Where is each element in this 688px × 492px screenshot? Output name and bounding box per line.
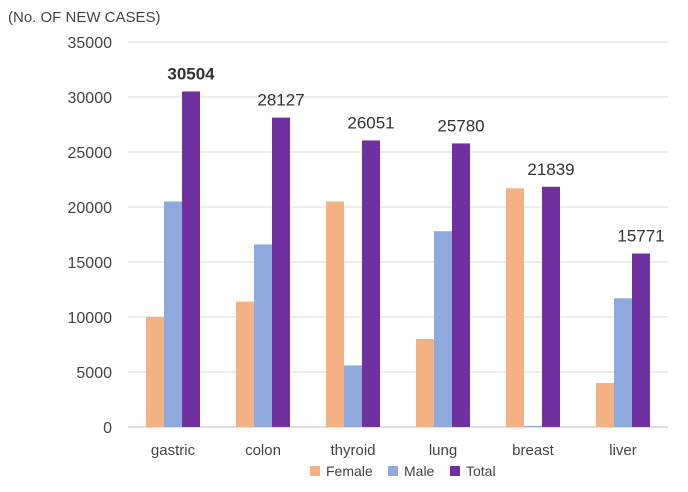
x-tick-label: lung — [429, 442, 457, 459]
y-tick-label: 20000 — [68, 200, 113, 217]
legend-swatch-female — [310, 466, 320, 476]
bar-male-lung — [434, 231, 452, 427]
y-tick-label: 10000 — [68, 310, 113, 327]
y-tick-label: 30000 — [68, 90, 113, 107]
x-tick-label: breast — [512, 442, 555, 459]
bar-female-thyroid — [326, 201, 344, 427]
bar-male-liver — [614, 298, 632, 427]
bar-female-lung — [416, 339, 434, 427]
data-label-gastric: 30504 — [167, 64, 215, 83]
y-axis-title: (No. OF NEW CASES) — [8, 9, 161, 26]
bar-total-colon — [272, 117, 290, 427]
data-label-lung: 25780 — [437, 116, 484, 135]
data-label-breast: 21839 — [527, 160, 574, 179]
x-tick-label: liver — [609, 442, 637, 459]
axes: 0 5000 10000 15000 20000 25000 30000 35000 gastr… — [68, 35, 637, 459]
bar-male-thyroid — [344, 365, 362, 427]
legend-label-female: Female — [326, 463, 373, 479]
y-tick-label: 0 — [103, 420, 112, 437]
legend-label-male: Male — [404, 463, 435, 479]
legend-swatch-male — [388, 466, 398, 476]
bar-female-liver — [596, 383, 614, 427]
bar-total-breast — [542, 186, 560, 427]
bar-female-gastric — [146, 317, 164, 427]
bar-male-breast — [524, 425, 542, 427]
bar-female-colon — [236, 301, 254, 427]
data-labels: 30504 28127 26051 25780 21839 15771 — [167, 64, 664, 245]
legend-label-total: Total — [466, 463, 496, 479]
data-label-thyroid: 26051 — [347, 113, 394, 132]
bars — [146, 91, 650, 428]
x-tick-label: thyroid — [330, 442, 375, 459]
y-tick-label: 5000 — [76, 365, 112, 382]
bar-total-liver — [632, 253, 650, 427]
gridlines — [128, 41, 668, 428]
data-label-liver: 15771 — [617, 227, 664, 246]
y-tick-label: 35000 — [68, 35, 113, 52]
bar-total-thyroid — [362, 140, 380, 427]
legend-swatch-total — [450, 466, 460, 476]
bar-female-breast — [506, 188, 524, 427]
x-tick-label: colon — [245, 442, 281, 459]
x-tick-label: gastric — [151, 442, 196, 459]
bar-male-gastric — [164, 201, 182, 427]
bar-total-gastric — [182, 91, 200, 428]
y-tick-label: 15000 — [68, 255, 113, 272]
bar-total-lung — [452, 143, 470, 428]
legend: Female Male Total — [310, 463, 496, 479]
data-label-colon: 28127 — [257, 91, 304, 110]
bar-male-colon — [254, 244, 272, 427]
y-tick-label: 25000 — [68, 145, 113, 162]
